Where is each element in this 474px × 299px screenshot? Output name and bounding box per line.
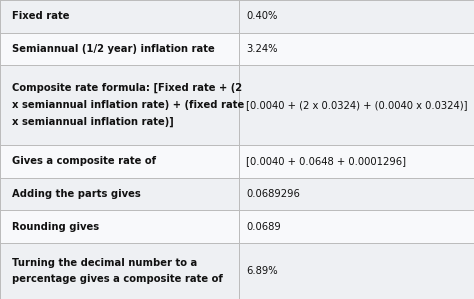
- Text: percentage gives a composite rate of: percentage gives a composite rate of: [12, 274, 223, 284]
- Text: x semiannual inflation rate) + (fixed rate: x semiannual inflation rate) + (fixed ra…: [12, 100, 244, 110]
- Bar: [0, 0, 474, 33]
- Bar: [0, 243, 474, 299]
- Bar: [0, 210, 474, 243]
- Text: 6.89%: 6.89%: [246, 266, 278, 276]
- Text: [0.0040 + (2 x 0.0324) + (0.0040 x 0.0324)]: [0.0040 + (2 x 0.0324) + (0.0040 x 0.032…: [246, 100, 468, 110]
- Text: 0.0689: 0.0689: [246, 222, 281, 232]
- Text: 3.24%: 3.24%: [246, 44, 278, 54]
- Bar: [0, 33, 474, 65]
- Text: 0.0689296: 0.0689296: [246, 189, 301, 199]
- Text: Turning the decimal number to a: Turning the decimal number to a: [12, 257, 197, 268]
- Bar: [0, 145, 474, 178]
- Bar: [0, 178, 474, 210]
- Text: 0.40%: 0.40%: [246, 11, 278, 21]
- Text: Semiannual (1/2 year) inflation rate: Semiannual (1/2 year) inflation rate: [12, 44, 215, 54]
- Text: Adding the parts gives: Adding the parts gives: [12, 189, 141, 199]
- Text: Composite rate formula: [Fixed rate + (2: Composite rate formula: [Fixed rate + (2: [12, 83, 242, 93]
- Text: x semiannual inflation rate)]: x semiannual inflation rate)]: [12, 117, 173, 127]
- Text: Rounding gives: Rounding gives: [12, 222, 99, 232]
- Text: Fixed rate: Fixed rate: [12, 11, 69, 21]
- Text: Gives a composite rate of: Gives a composite rate of: [12, 156, 156, 166]
- Text: [0.0040 + 0.0648 + 0.0001296]: [0.0040 + 0.0648 + 0.0001296]: [246, 156, 407, 166]
- Bar: [0, 65, 474, 145]
